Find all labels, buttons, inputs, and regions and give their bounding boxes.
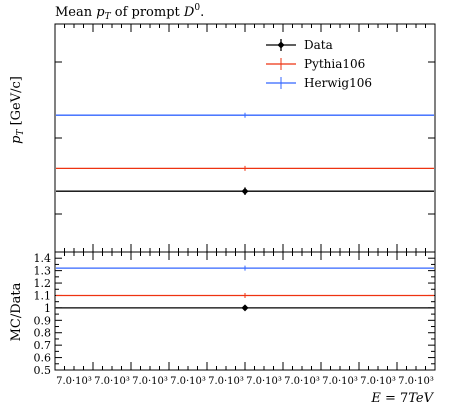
main-x-ticks [54,24,436,252]
ratio-y-tick-labels: 0.50.60.70.80.911.11.21.31.4 [34,252,52,377]
main-series-data-marker [241,187,249,195]
ratio-y-tick-label: 0.8 [34,327,52,340]
title-variable: p [96,5,105,20]
legend-herwig106-label: Herwig106 [304,76,372,90]
ratio-y-tick-label: 1 [44,302,51,315]
y-axis-variable: p [9,135,24,144]
ratio-y-tick-label: 1.1 [34,289,52,302]
x-axis-unit: TeV [408,391,434,406]
x-tick-labels: 7.0·10³ 7.0·10³ 7.0·10³ 7.0·10³ 7.0·10³ 7.0·1… [56,376,434,387]
x-axis-equals: = 7 [381,391,408,406]
ratio-y-tick-label: 1.3 [34,265,52,278]
title-particle-superscript: 0 [194,3,200,13]
title-middle: of prompt [111,5,184,20]
ratio-y-axis-label: MC/Data [9,282,24,341]
ratio-y-tick-label: 0.7 [34,339,52,352]
legend: Data Pythia106 Herwig106 [266,38,372,90]
legend-data-marker [277,41,285,49]
main-panel-frame [54,23,436,253]
y-axis-variable-subscript: T [16,129,26,136]
x-tick-label: 7.0·10³ [284,376,320,387]
ratio-series-data-marker [241,304,249,312]
title-suffix: . [200,5,204,20]
x-tick-label: 7.0·10³ [208,376,244,387]
x-axis-label: E = 7TeV [370,391,434,406]
ratio-series [56,265,434,312]
title-variable-subscript: T [105,12,112,22]
ratio-y-tick-label: 0.5 [34,364,52,377]
x-tick-label: 7.0·10³ [360,376,396,387]
legend-pythia106-label: Pythia106 [304,57,365,71]
main-y-ticks [55,61,435,215]
x-tick-label: 7.0·10³ [398,376,434,387]
legend-data-label: Data [304,38,333,52]
main-y-axis-label: pT [GeV/c] [9,76,26,144]
x-tick-label: 7.0·10³ [56,376,92,387]
x-tick-label: 7.0·10³ [246,376,282,387]
title-prefix: Mean [55,5,96,20]
plot-title: Mean pT of prompt D0. [55,3,204,22]
ratio-y-tick-label: 0.6 [34,352,52,365]
x-tick-label: 7.0·10³ [170,376,206,387]
ratio-x-ticks [54,252,436,370]
x-axis-variable: E [370,391,381,406]
title-particle: D [183,5,195,20]
ratio-y-tick-label: 0.9 [34,314,52,327]
main-series [56,112,434,195]
ratio-y-tick-label: 1.2 [34,277,52,290]
x-tick-label: 7.0·10³ [132,376,168,387]
x-tick-label: 7.0·10³ [322,376,358,387]
ratio-y-ticks [55,257,435,371]
x-tick-label: 7.0·10³ [94,376,130,387]
ratio-y-tick-label: 1.4 [34,252,52,265]
y-axis-unit: [GeV/c] [9,76,24,129]
